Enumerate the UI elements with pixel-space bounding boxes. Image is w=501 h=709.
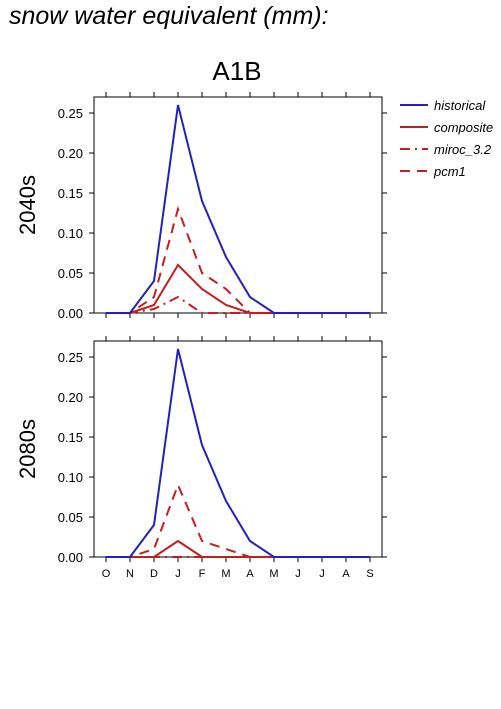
x-tick-label: M [269,568,278,580]
x-tick-label: F [199,568,206,580]
plot-frame [93,96,383,314]
x-tick-label: D [150,568,158,580]
series-line-composite [106,539,370,558]
y-tick-label: 0.10 [58,470,83,485]
y-tick-label: 0.05 [58,266,83,281]
y-tick-label: 0.00 [58,306,83,321]
y-tick-label: 0.20 [58,390,83,405]
x-tick-label: J [175,568,181,580]
y-tick-label: 0.10 [58,226,83,241]
y-tick-label: 0.20 [58,146,83,161]
scenario-label: A1B [212,56,261,86]
y-tick-label: 0.25 [58,106,83,121]
legend-label-composite: composite [434,120,493,135]
panel-2040s: 0.00 0.05 0.10 0.15 0.20 0.25 2040s [15,92,387,321]
x-tick-label: A [246,568,254,580]
x-tick-label: S [366,568,373,580]
series-line-composite [106,263,370,314]
x-tick-label: N [126,568,134,580]
series-line-pcm1 [106,205,370,314]
chart-panels: 0.00 0.05 0.10 0.15 0.20 0.25 2040s 0.00 0.05 0.1… [15,92,387,580]
x-tick-label: J [295,568,301,580]
series-line-historical [106,104,370,314]
series-line-historical [106,348,370,558]
panel-label-2080s: 2080s [15,419,40,479]
panel-2080s: 0.00 0.05 0.10 0.15 0.20 0.25 O N D J F M A M J J A S 2080… [15,336,387,580]
plot-frame [93,340,383,558]
y-tick-label: 0.00 [58,550,83,565]
y-tick-label: 0.25 [58,350,83,365]
legend-label-miroc-3-2: miroc_3.2 [434,142,492,157]
x-tick-label: A [342,568,350,580]
panel-label-2040s: 2040s [15,175,40,235]
chart-legend: historical composite miroc_3.2 pcm1 [400,98,493,179]
page-title: snow water equivalent (mm): [9,2,329,30]
series-line-miroc-3-2 [106,295,370,314]
x-tick-label: J [319,568,325,580]
y-tick-label: 0.15 [58,186,83,201]
x-tick-label: M [221,568,230,580]
legend-label-pcm1: pcm1 [433,164,466,179]
y-tick-label: 0.05 [58,510,83,525]
y-tick-label: 0.15 [58,430,83,445]
x-tick-label: O [102,568,111,580]
legend-label-historical: historical [434,98,486,113]
